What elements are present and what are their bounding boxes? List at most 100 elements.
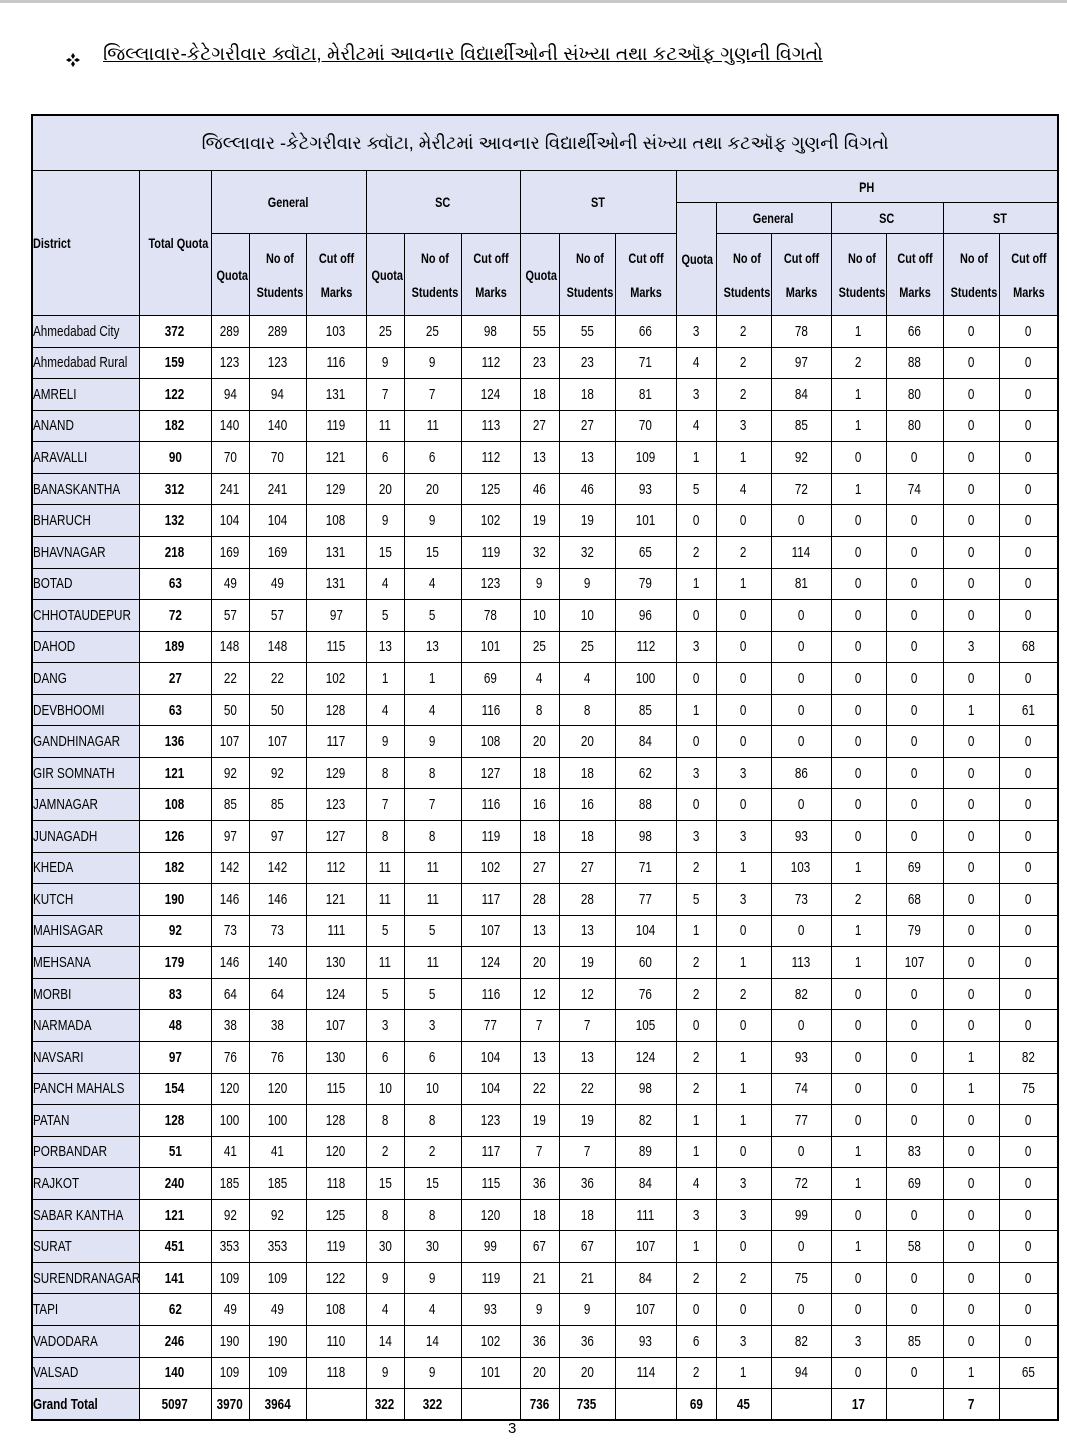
value-cell: 1 [675, 441, 717, 474]
value-cell: 128 [138, 1104, 212, 1137]
value-cell: 100 [248, 1104, 307, 1137]
value-cell: 15 [365, 535, 405, 569]
cell-text: 41 [270, 1143, 285, 1161]
value-cell: 32 [519, 535, 560, 569]
value-cell: 13 [403, 630, 462, 664]
header-text: ST [591, 194, 605, 210]
cell-text: 22 [270, 669, 285, 687]
value-cell: 65 [998, 1356, 1059, 1390]
value-cell: 116 [305, 346, 367, 380]
value-cell: 97 [248, 820, 307, 853]
cell-text: 0 [1025, 449, 1032, 467]
cell-text: MAHISAGAR [33, 922, 104, 940]
cell-text: 7 [429, 385, 436, 403]
value-cell: 7 [403, 788, 462, 821]
cell-text: 0 [740, 606, 747, 624]
cell-text: PANCH MAHALS [33, 1080, 125, 1098]
value-cell: 76 [210, 1040, 250, 1074]
cell-text: 9 [429, 1269, 436, 1287]
cell-text: 109 [267, 1364, 288, 1382]
cell-text: 18 [580, 764, 594, 782]
value-cell: 107 [460, 914, 521, 948]
cell-text: 116 [481, 985, 500, 1003]
cell-text: 0 [967, 985, 975, 1003]
cell-text: 20 [580, 733, 594, 751]
value-cell: 9 [365, 504, 405, 537]
cell-text: 0 [1025, 575, 1032, 593]
cell-text: 1 [855, 954, 862, 972]
header-text: Cut off Marks [318, 249, 354, 300]
value-cell: 48 [138, 1009, 212, 1042]
value-cell: 0 [830, 1261, 887, 1295]
quota-table: જિલ્લાવાર -કેટેગરીવાર ક્વૉટા, મેરીટમાં આ… [31, 114, 1060, 1422]
cell-text: RAJKOT [33, 1174, 80, 1192]
value-cell: 2 [675, 1040, 717, 1074]
cell-text: 0 [740, 669, 747, 687]
cell-text: Ahmedabad Rural [33, 354, 128, 372]
cell-text: 1 [855, 859, 862, 877]
header-text: SC [879, 210, 895, 226]
cell-text: 71 [638, 354, 653, 372]
cell-text: 30 [378, 1238, 392, 1256]
cell-text: 65 [638, 543, 653, 561]
value-cell: 0 [715, 1009, 772, 1042]
value-cell: 182 [138, 409, 212, 443]
value-cell: 154 [138, 1072, 212, 1106]
value-cell: 36 [558, 1325, 616, 1358]
cell-text: 96 [638, 606, 653, 624]
cell-text: 10 [425, 1080, 440, 1098]
cell-text: 13 [532, 1048, 547, 1066]
cell-text: 2 [740, 985, 747, 1003]
value-cell: 4 [675, 1167, 717, 1200]
cell-text: 159 [165, 354, 185, 372]
value-cell: 65 [614, 535, 677, 569]
cell-text: 16 [580, 796, 594, 814]
value-cell: 45 [715, 1388, 772, 1421]
column-header: Cut off Marks [614, 233, 677, 316]
value-cell: 69 [675, 1388, 717, 1421]
cell-text: 11 [378, 417, 392, 435]
cell-text: KHEDA [33, 859, 74, 877]
cell-text: 63 [168, 575, 182, 593]
cell-text: 77 [483, 1017, 498, 1035]
cell-text: 22 [532, 1080, 547, 1098]
cell-text: 88 [907, 354, 922, 372]
value-cell: 119 [305, 409, 367, 443]
top-rule [0, 0, 1067, 3]
cell-text: 107 [904, 954, 925, 972]
cell-text: 131 [326, 575, 346, 593]
cell-text: 102 [326, 669, 346, 687]
value-cell: 16 [519, 788, 560, 821]
value-cell: 1 [830, 1230, 887, 1263]
value-cell: 8 [519, 693, 560, 727]
value-cell: 3 [403, 1009, 462, 1042]
value-cell: 2 [675, 851, 717, 885]
value-cell: 140 [210, 409, 250, 443]
cell-text: 123 [267, 354, 288, 372]
bullet-icon [66, 53, 80, 67]
value-cell: 69 [885, 851, 944, 885]
value-cell: 18 [558, 1198, 616, 1232]
value-cell: 3 [365, 1009, 405, 1042]
header-text: General [268, 194, 309, 210]
value-cell: 49 [210, 567, 250, 601]
cell-text: 84 [638, 1269, 653, 1287]
value-cell: 16 [558, 788, 616, 821]
value-cell: 0 [885, 535, 944, 569]
district-cell: VADODARA [31, 1325, 140, 1358]
value-cell: 2 [675, 977, 717, 1011]
value-cell: 94 [770, 1356, 832, 1390]
cell-text: 2 [740, 354, 747, 372]
value-cell: 3 [715, 409, 772, 443]
cell-text: 25 [580, 638, 594, 656]
cell-text: 118 [326, 1174, 346, 1192]
value-cell: 85 [614, 693, 677, 727]
cell-text: 4 [536, 669, 543, 687]
value-cell: 23 [558, 346, 616, 380]
table-row: TAPI 62 49 49 108 4 4 93 9 9 107 0 0 0 0 0 0 0 [31, 1293, 1059, 1326]
value-cell: 0 [830, 1198, 887, 1232]
cell-text: 120 [220, 1080, 240, 1098]
cell-text: 48 [168, 1017, 182, 1035]
value-cell: 0 [715, 1230, 772, 1263]
district-cell: ARAVALLI [31, 441, 140, 474]
